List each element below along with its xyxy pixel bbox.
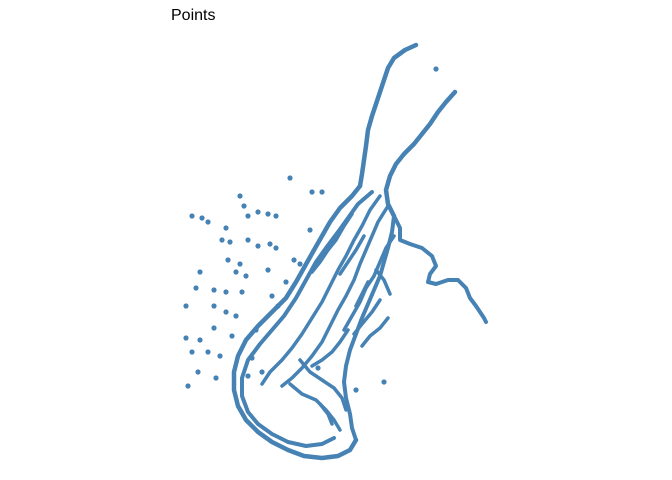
point-31	[193, 285, 199, 291]
point-16	[219, 237, 225, 243]
point-30	[283, 279, 289, 285]
point-17	[227, 239, 233, 245]
point-8	[255, 209, 261, 215]
point-44	[229, 333, 235, 339]
trace-19	[354, 280, 370, 308]
point-37	[223, 309, 229, 315]
plot-title: Points	[171, 7, 216, 24]
point-39	[269, 293, 275, 299]
point-41	[211, 325, 217, 331]
point-19	[255, 243, 261, 249]
point-22	[225, 257, 231, 263]
point-36	[211, 303, 217, 309]
point-34	[239, 289, 245, 295]
point-9	[265, 211, 271, 217]
trace-5	[392, 214, 488, 324]
point-29	[265, 267, 271, 273]
point-48	[217, 353, 223, 359]
point-20	[267, 241, 273, 247]
trace-16	[352, 298, 382, 336]
point-6	[241, 203, 247, 209]
scattered-points	[183, 66, 439, 393]
river-network-lines	[231, 42, 488, 461]
point-52	[185, 383, 191, 389]
point-46	[189, 349, 195, 355]
point-35	[183, 303, 189, 309]
trace-12	[310, 328, 350, 368]
point-13	[205, 219, 211, 225]
point-40	[275, 303, 281, 309]
trace-15	[318, 402, 334, 426]
point-5	[237, 193, 243, 199]
point-26	[233, 269, 239, 275]
point-24	[291, 257, 297, 263]
trace-17	[360, 316, 390, 348]
trace-18	[374, 268, 392, 296]
point-7	[245, 213, 251, 219]
trace-7	[260, 194, 382, 386]
point-4	[319, 189, 325, 195]
point-14	[223, 225, 229, 231]
point-23	[237, 261, 243, 267]
point-33	[223, 289, 229, 295]
point-50	[195, 369, 201, 375]
point-27	[243, 273, 249, 279]
point-32	[211, 287, 217, 293]
point-18	[245, 237, 251, 243]
point-3	[309, 189, 315, 195]
point-25	[297, 261, 303, 267]
trace-10	[338, 234, 366, 276]
point-51	[213, 375, 219, 381]
point-49	[249, 355, 255, 361]
point-15	[307, 227, 313, 233]
point-11	[189, 213, 195, 219]
point-38	[233, 313, 239, 319]
trace-13	[298, 358, 348, 412]
point-54	[259, 369, 265, 375]
trace-1	[357, 42, 419, 189]
point-55	[381, 379, 387, 385]
trace-4	[240, 190, 374, 448]
point-43	[183, 335, 189, 341]
trace-3	[231, 183, 363, 461]
point-56	[353, 387, 359, 393]
point-21	[273, 245, 279, 251]
trace-11	[342, 234, 396, 332]
trace-2	[383, 89, 458, 219]
point-53	[245, 373, 251, 379]
point-57	[315, 365, 321, 371]
point-47	[205, 349, 211, 355]
point-28	[197, 269, 203, 275]
point-10	[273, 213, 279, 219]
point-1	[433, 66, 439, 72]
point-12	[199, 215, 205, 221]
point-45	[253, 327, 259, 333]
trace-9	[310, 212, 354, 274]
point-2	[287, 175, 293, 181]
point-42	[197, 337, 203, 343]
